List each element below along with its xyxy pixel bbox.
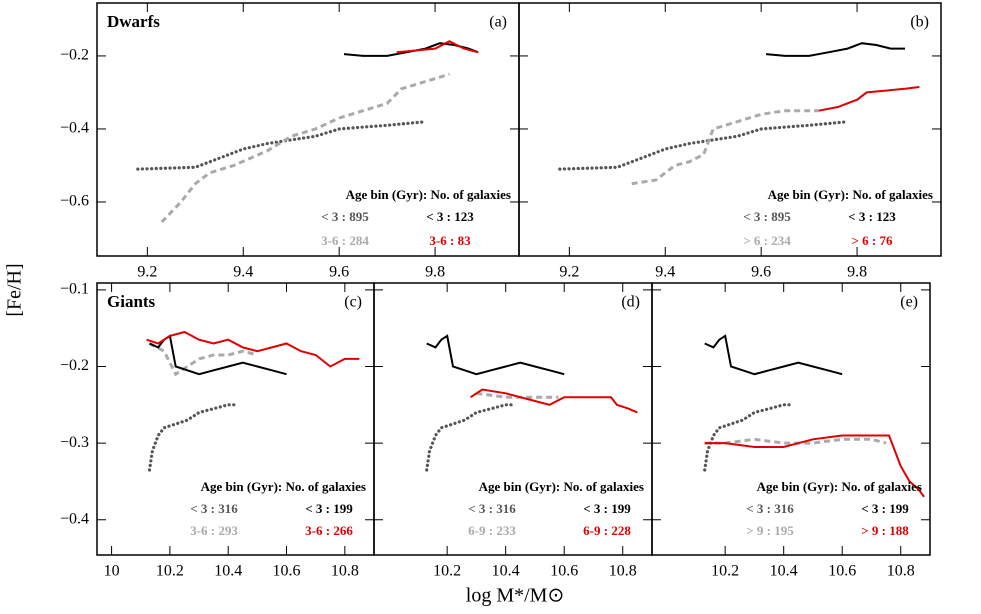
series-line	[704, 437, 887, 445]
panel-label: (a)	[489, 14, 507, 31]
panel-label: (d)	[621, 294, 640, 311]
x-tick-label: 10.8	[609, 563, 637, 580]
x-tick-label: 10	[104, 563, 120, 580]
legend-entry: 3-6 : 284	[321, 233, 369, 248]
legend-title: Age bin (Gyr): No. of galaxies	[479, 479, 644, 494]
legend-entry: < 3 : 316	[746, 501, 794, 516]
series-line	[396, 40, 479, 54]
series-line	[818, 86, 920, 112]
legend-entry: < 3 : 123	[426, 209, 474, 224]
x-tick-label: 10.6	[550, 563, 578, 580]
legend-title: Age bin (Gyr): No. of galaxies	[201, 479, 366, 494]
series-line	[631, 109, 819, 186]
series-line	[147, 403, 239, 472]
legend-entry: > 9 : 195	[746, 523, 794, 538]
legend-title: Age bin (Gyr): No. of galaxies	[757, 479, 922, 494]
x-tick-label: 10.2	[156, 563, 184, 580]
y-tick-label: −0.4	[60, 120, 89, 137]
series-line	[146, 330, 360, 368]
series-line	[704, 334, 843, 376]
x-tick-label: 9.8	[425, 264, 445, 281]
y-tick-label: −0.1	[60, 281, 89, 298]
x-tick-label: 10.2	[433, 563, 461, 580]
series-line	[136, 120, 428, 171]
series-line	[704, 434, 925, 498]
legend-entry: > 6 : 234	[743, 233, 791, 248]
legend-entry: < 3 : 199	[861, 501, 909, 516]
legend-title: Age bin (Gyr): No. of galaxies	[768, 187, 933, 202]
x-tick-label: 9.6	[329, 264, 349, 281]
x-tick-label: 10.6	[828, 563, 856, 580]
y-axis-label: [Fe/H]	[4, 263, 26, 316]
panel-group: Dwarfs	[107, 12, 160, 31]
x-tick-label: 9.4	[655, 264, 675, 281]
x-tick-label: 10.8	[331, 563, 359, 580]
legend-entry: < 3 : 895	[743, 209, 791, 224]
y-tick-label: −0.4	[60, 510, 89, 527]
legend-entry: 6-9 : 233	[468, 523, 516, 538]
x-tick-label: 9.8	[847, 264, 867, 281]
series-line	[470, 388, 638, 414]
x-tick-label: 10.8	[887, 563, 915, 580]
series-line	[426, 334, 565, 376]
panel-group: Giants	[107, 292, 156, 311]
x-tick-label: 9.2	[137, 264, 157, 281]
legend-entry: < 3 : 316	[468, 501, 516, 516]
legend-entry: > 9 : 188	[861, 523, 909, 538]
x-axis-label: log M*/M⊙	[466, 585, 564, 607]
series-line	[765, 42, 905, 57]
x-tick-label: 10.4	[492, 563, 520, 580]
series-line	[148, 342, 258, 377]
x-tick-label: 9.2	[559, 264, 579, 281]
legend-entry: > 6 : 76	[852, 233, 893, 248]
series-line	[160, 72, 450, 224]
x-tick-label: 10.4	[770, 563, 798, 580]
legend-entry: 3-6 : 293	[190, 523, 238, 538]
series-line	[558, 120, 850, 171]
series-line	[703, 403, 795, 472]
x-tick-label: 9.6	[751, 264, 771, 281]
x-tick-label: 9.4	[233, 264, 253, 281]
legend-entry: < 3 : 316	[190, 501, 238, 516]
legend-title: Age bin (Gyr): No. of galaxies	[346, 187, 511, 202]
y-tick-label: −0.2	[60, 47, 89, 64]
panel-label: (b)	[910, 14, 929, 31]
panel-label: (e)	[900, 294, 918, 311]
y-tick-label: −0.6	[60, 193, 89, 210]
plot-frame	[651, 282, 931, 556]
plot-frame	[518, 2, 942, 257]
legend-entry: < 3 : 895	[321, 209, 369, 224]
x-tick-label: 10.4	[214, 563, 242, 580]
legend-entry: 3-6 : 266	[305, 523, 353, 538]
legend-entry: < 3 : 199	[305, 501, 353, 516]
series-line	[425, 403, 517, 472]
legend-entry: 3-6 : 83	[429, 233, 471, 248]
legend-entry: < 3 : 123	[848, 209, 896, 224]
y-tick-label: −0.3	[60, 434, 89, 451]
panel-label: (c)	[344, 294, 362, 311]
legend-entry: 6-9 : 228	[583, 523, 631, 538]
y-tick-label: −0.2	[60, 357, 89, 374]
x-tick-label: 10.2	[711, 563, 739, 580]
x-tick-label: 10.6	[273, 563, 301, 580]
legend-entry: < 3 : 199	[583, 501, 631, 516]
